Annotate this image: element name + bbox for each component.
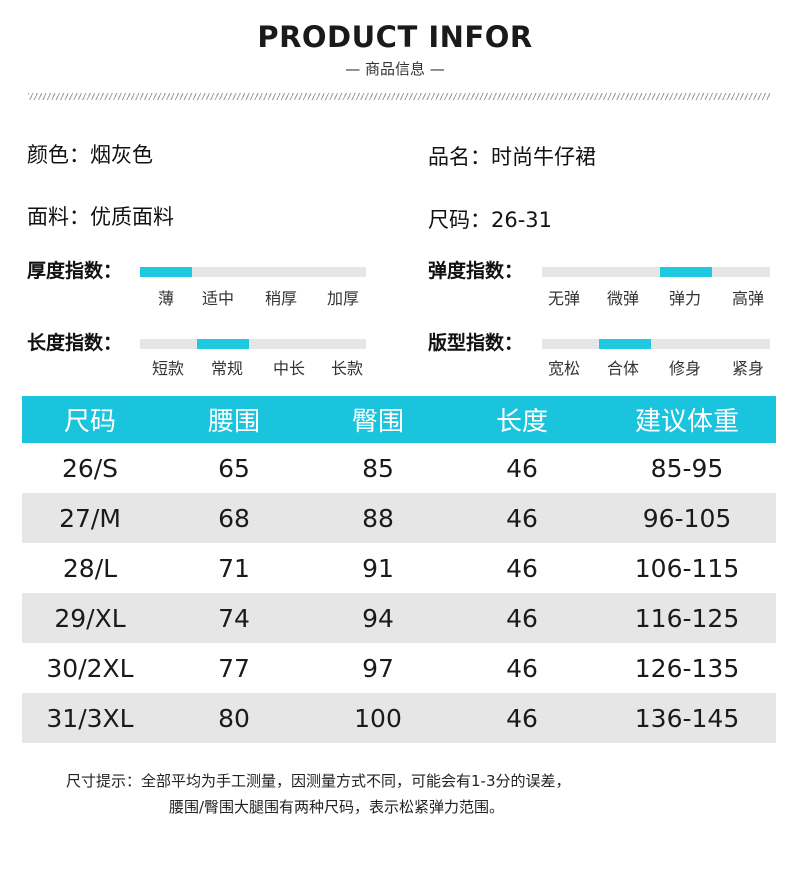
- cell-length: 46: [506, 553, 538, 583]
- size-table-header: 尺码 腰围 臀围 长度 建议体重: [22, 396, 776, 443]
- cell-size: 29/XL: [22, 593, 158, 643]
- cell-weight: 106-115: [634, 553, 740, 583]
- elasticity-level: 高弹: [731, 289, 765, 308]
- fabric-info: 面料：优质面料: [27, 205, 174, 229]
- length-index-label: 长度指数：: [27, 332, 123, 354]
- cell-weight: 96-105: [598, 493, 776, 543]
- cell-hip: 94: [310, 593, 446, 643]
- elasticity-index-bar: [542, 267, 770, 277]
- header-hip: 臀围: [310, 396, 446, 443]
- cell-hip: 100: [310, 693, 446, 743]
- cell-weight: 136-145: [598, 693, 776, 743]
- header-size: 尺码: [22, 396, 158, 443]
- fit-level: 宽松: [547, 359, 581, 378]
- cell-waist: 77: [218, 653, 250, 683]
- elasticity-level: 微弹: [606, 289, 640, 308]
- hatch-divider: [28, 93, 770, 100]
- fit-index-label: 版型指数：: [428, 332, 524, 354]
- fit-level: 合体: [606, 359, 640, 378]
- header-weight: 建议体重: [598, 396, 776, 443]
- cell-size: 30/2XL: [46, 653, 134, 683]
- cell-size: 26/S: [61, 453, 119, 483]
- fit-level: 修身: [668, 359, 702, 378]
- size-table: 尺码 腰围 臀围 长度 建议体重 26/S 65 85 46 85-95 27/…: [22, 396, 776, 743]
- size-range-info: 尺码：26-31: [428, 208, 553, 232]
- cell-waist: 65: [218, 453, 250, 483]
- cell-weight: 85-95: [650, 453, 724, 483]
- table-row: 28/L 71 91 46 106-115: [22, 543, 776, 593]
- color-info: 颜色：烟灰色: [27, 143, 153, 167]
- length-level: 中长: [272, 359, 306, 378]
- cell-hip: 91: [362, 553, 394, 583]
- page-title: PRODUCT INFOR: [257, 20, 533, 54]
- table-row: 29/XL 74 94 46 116-125: [22, 593, 776, 643]
- thickness-level: 加厚: [326, 289, 360, 308]
- cell-hip: 88: [310, 493, 446, 543]
- fit-index-fill: [599, 339, 651, 349]
- table-row: 30/2XL 77 97 46 126-135: [22, 643, 776, 693]
- cell-length: 46: [446, 493, 598, 543]
- cell-hip: 85: [362, 453, 394, 483]
- cell-length: 46: [506, 653, 538, 683]
- cell-waist: 71: [218, 553, 250, 583]
- cell-waist: 80: [158, 693, 310, 743]
- elasticity-level: 弹力: [668, 289, 702, 308]
- table-row: 27/M 68 88 46 96-105: [22, 493, 776, 543]
- length-index-bar: [140, 339, 366, 349]
- thickness-index-fill: [140, 267, 192, 277]
- cell-length: 46: [446, 593, 598, 643]
- size-note-line-2: 腰围/臀围大腿围有两种尺码，表示松紧弹力范围。: [169, 798, 505, 816]
- elasticity-index-label: 弹度指数：: [428, 260, 524, 282]
- page-subtitle: — 商品信息 —: [345, 60, 445, 78]
- table-row: 31/3XL 80 100 46 136-145: [22, 693, 776, 743]
- size-note-line-1: 尺寸提示：全部平均为手工测量，因测量方式不同，可能会有1-3分的误差，: [66, 772, 571, 790]
- cell-length: 46: [506, 453, 538, 483]
- header-waist: 腰围: [158, 396, 310, 443]
- cell-size: 31/3XL: [22, 693, 158, 743]
- fit-level: 紧身: [731, 359, 765, 378]
- thickness-level: 适中: [201, 289, 235, 308]
- cell-weight: 116-125: [598, 593, 776, 643]
- cell-waist: 74: [158, 593, 310, 643]
- thickness-level: 薄: [157, 289, 175, 308]
- product-name-info: 品名：时尚牛仔裙: [428, 145, 596, 169]
- table-row: 26/S 65 85 46 85-95: [22, 443, 776, 493]
- cell-hip: 97: [362, 653, 394, 683]
- length-level: 常规: [210, 359, 244, 378]
- header-length: 长度: [446, 396, 598, 443]
- thickness-level: 稍厚: [264, 289, 298, 308]
- thickness-index-bar: [140, 267, 366, 277]
- cell-size: 28/L: [62, 553, 118, 583]
- elasticity-level: 无弹: [547, 289, 581, 308]
- fit-index-bar: [542, 339, 770, 349]
- length-level: 短款: [151, 359, 185, 378]
- elasticity-index-fill: [660, 267, 712, 277]
- cell-size: 27/M: [22, 493, 158, 543]
- length-level: 长款: [330, 359, 364, 378]
- cell-length: 46: [446, 693, 598, 743]
- cell-weight: 126-135: [634, 653, 740, 683]
- cell-waist: 68: [158, 493, 310, 543]
- length-index-fill: [197, 339, 249, 349]
- thickness-index-label: 厚度指数：: [27, 260, 123, 282]
